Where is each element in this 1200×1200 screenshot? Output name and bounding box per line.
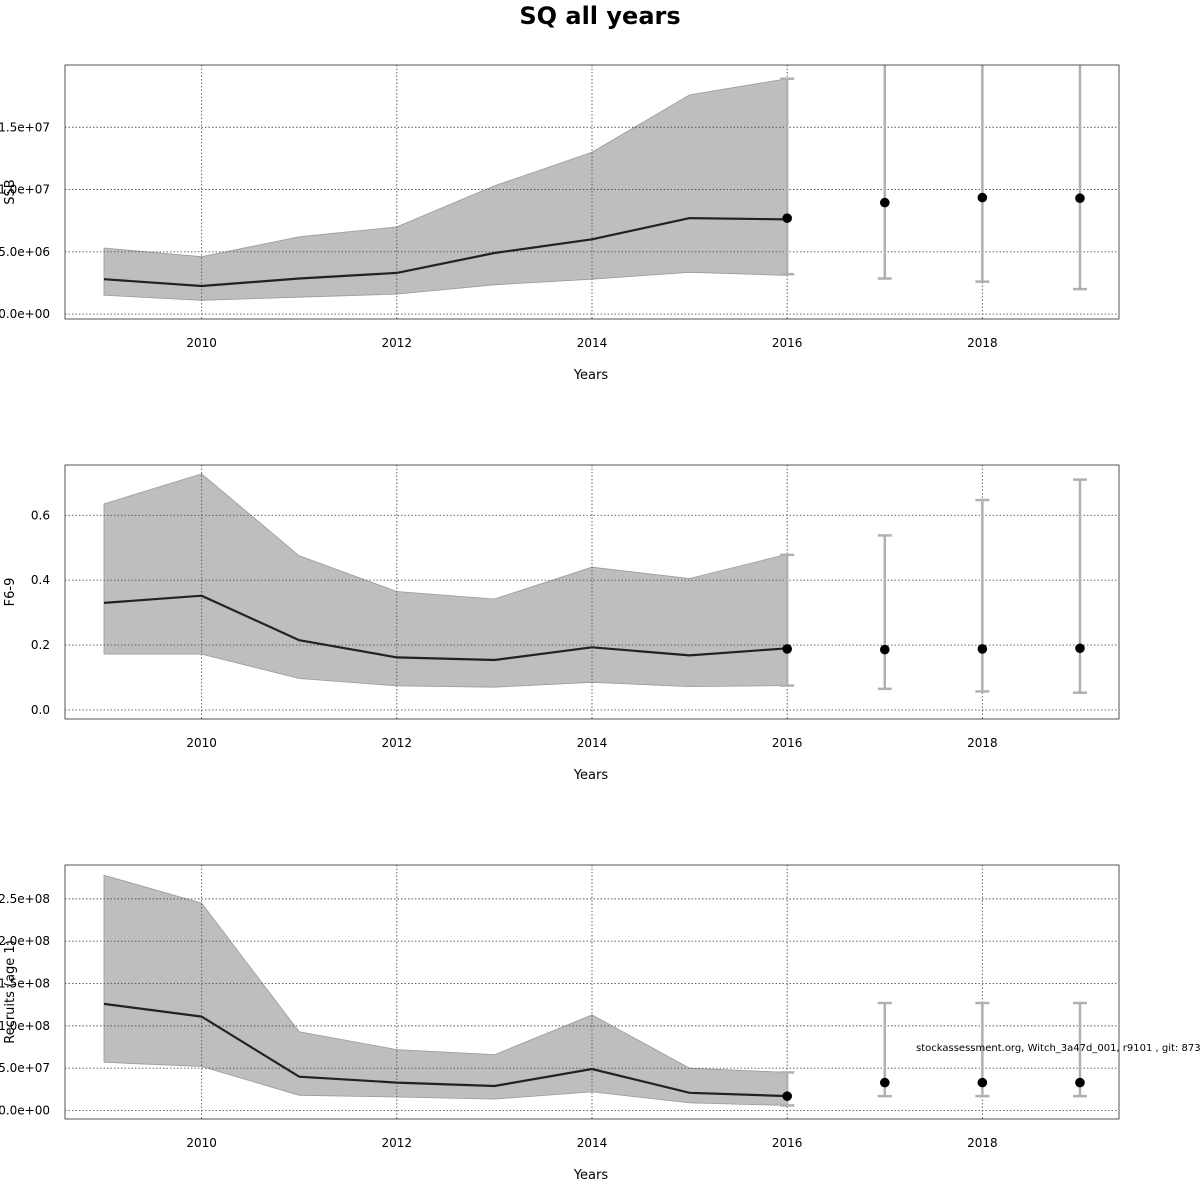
ssb-y-axis-label: SSB <box>3 179 18 204</box>
recruits-x-tick-label: 2012 <box>382 1136 413 1150</box>
ssb-panel: 2010 2012 2014 2016 2018 0.0e+00 5.0e+06 1.0e+0… <box>0 64 1120 383</box>
f-panel: 2010 2012 2014 2016 2018 0.0 0.2 0.4 0.6 Years F6-… <box>3 464 1120 783</box>
f-y-tick-label: 0.4 <box>31 573 50 587</box>
recruits-x-tick-label: 2010 <box>186 1136 217 1150</box>
f-x-tick-label: 2018 <box>967 736 998 750</box>
f-forecast-point <box>977 644 988 654</box>
ssb-forecast-point <box>977 192 988 203</box>
ssb-x-tick-label: 2012 <box>382 336 413 350</box>
ssb-forecast-point <box>879 197 890 208</box>
ssb-x-tick-label: 2018 <box>967 336 998 350</box>
f-forecast-point <box>782 644 792 654</box>
f-y-tick-label: 0.6 <box>31 508 50 522</box>
recruits-estimate-line <box>103 1002 788 1098</box>
recruits-forecast-point <box>977 1077 988 1088</box>
ssb-x-axis-label: Years <box>573 368 609 383</box>
f-forecast-point <box>1075 643 1085 654</box>
ssb-estimate-line <box>103 216 788 288</box>
ssb-x-tick-label: 2010 <box>186 336 217 350</box>
f-x-tick-label: 2014 <box>577 736 608 750</box>
recruits-plot-frame <box>64 864 1120 1120</box>
f-x-tick-label: 2010 <box>186 736 217 750</box>
recruits-x-tick-label: 2014 <box>577 1136 608 1150</box>
recruits-plot-area <box>65 865 1119 1119</box>
f-y-tick-label: 0.2 <box>31 638 50 652</box>
ssb-x-tick-label: 2014 <box>577 336 608 350</box>
ssb-x-tick-label: 2016 <box>772 336 803 350</box>
ssb-y-tick-label: 1.5e+07 <box>0 120 50 134</box>
recruits-y-tick-label: 5.0e+07 <box>0 1061 50 1075</box>
f-x-axis-label: Years <box>573 768 609 783</box>
ssb-plot-area <box>65 65 1119 319</box>
ssb-plot-frame <box>64 64 1120 320</box>
ssb-forecast-point <box>1075 193 1085 204</box>
recruits-forecast-point <box>1075 1077 1085 1088</box>
recruits-forecast-point <box>879 1077 890 1088</box>
f-forecast-point <box>879 644 890 655</box>
f-y-tick-label: 0.0 <box>31 703 50 717</box>
recruits-x-tick-label: 2018 <box>967 1136 998 1150</box>
chart-title: SQ all years <box>519 2 681 30</box>
f-estimate-line <box>103 594 788 662</box>
f-plot-area <box>65 465 1119 719</box>
f-x-tick-label: 2012 <box>382 736 413 750</box>
ssb-y-tick-label: 0.0e+00 <box>0 307 50 321</box>
recruits-y-tick-label: 1.0e+08 <box>0 1019 50 1033</box>
recruits-y-tick-label: 1.5e+08 <box>0 977 50 991</box>
f-y-axis-label: F6-9 <box>3 578 18 607</box>
recruits-confidence-band <box>103 874 788 1106</box>
recruits-panel: 2010 2012 2014 2016 2018 0.0e+00 5.0e+07 1.0e+0… <box>0 864 1120 1183</box>
recruits-x-axis-label: Years <box>573 1168 609 1183</box>
recruits-forecast-point <box>782 1091 792 1101</box>
recruits-y-axis-label: Recruits (age 1) <box>3 940 18 1044</box>
recruits-y-tick-label: 2.5e+08 <box>0 892 50 906</box>
ssb-y-tick-label: 1.0e+07 <box>0 183 50 197</box>
recruits-x-tick-label: 2016 <box>772 1136 803 1150</box>
f-plot-frame <box>64 464 1120 720</box>
recruits-y-tick-label: 0.0e+00 <box>0 1104 50 1118</box>
recruits-y-tick-label: 2.0e+08 <box>0 934 50 948</box>
footnote-text: stockassessment.org, Witch_3a47d_001, r9… <box>916 1043 1200 1054</box>
ssb-y-tick-label: 5.0e+06 <box>0 245 50 259</box>
f-x-tick-label: 2016 <box>772 736 803 750</box>
ssb-forecast-point <box>782 213 792 223</box>
